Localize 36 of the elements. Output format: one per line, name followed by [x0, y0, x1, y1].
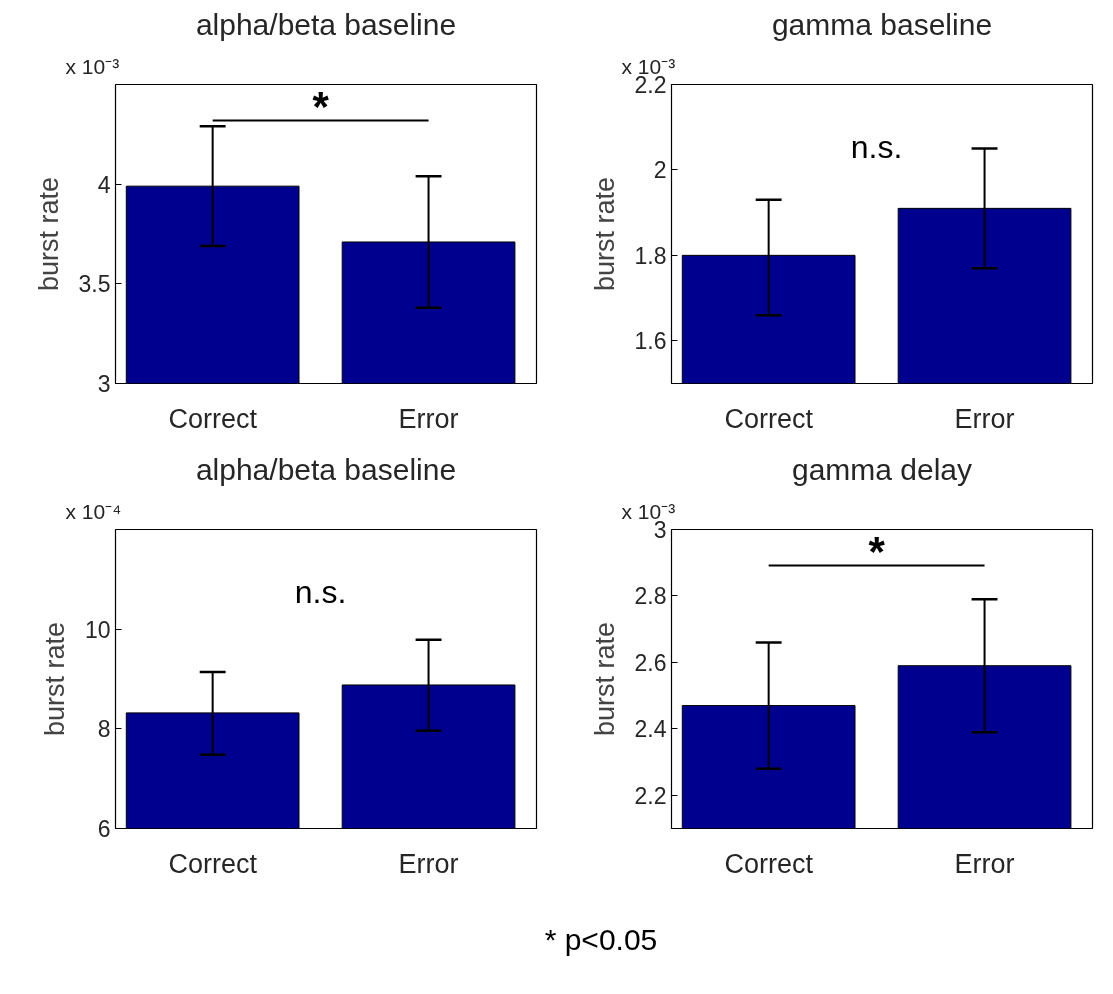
text: x 10⁻³ [65, 54, 120, 78]
y-tick-label: 3.5 [78, 271, 111, 298]
y-tick-label: 1.8 [634, 242, 667, 269]
annotation: n.s. [294, 573, 347, 610]
y-tick-label: 1.6 [634, 328, 667, 355]
text: * p<0.05 [544, 922, 658, 956]
y-tick-label: 8 [97, 716, 111, 743]
chart-title: gamma baseline [771, 7, 993, 41]
y-tick-label: 2.8 [634, 583, 667, 610]
x-tick-label: Error [398, 403, 459, 434]
y-axis-title: burst rate [33, 176, 64, 292]
y-tick-label: 3 [97, 371, 111, 397]
y-tick-label: 2 [653, 157, 667, 184]
annotation: * [868, 528, 886, 576]
annotation: * [312, 83, 330, 131]
x-tick-label: Correct [724, 848, 814, 879]
x-tick-label: Correct [168, 848, 258, 879]
y-axis-title: burst rate [589, 621, 620, 737]
y-tick-label: 2.4 [634, 716, 667, 743]
y-axis-title: burst rate [589, 176, 620, 292]
x-tick-label: Error [954, 848, 1015, 879]
y-tick-label: 2.2 [634, 782, 667, 809]
text: x 10⁻⁴ [65, 499, 122, 523]
annotation: n.s. [850, 128, 903, 165]
y-axis-title: burst rate [39, 621, 70, 737]
y-tick-label: 4 [97, 171, 111, 198]
chart-title: gamma delay [791, 452, 973, 486]
y-tick-label: 2.6 [634, 649, 667, 676]
chart-title: alpha/beta baseline [195, 452, 457, 486]
x-tick-label: Error [398, 848, 459, 879]
x-tick-label: Correct [724, 403, 814, 434]
chart-title: alpha/beta baseline [195, 7, 457, 41]
y-tick-label: 6 [97, 816, 111, 842]
x-tick-label: Error [954, 403, 1015, 434]
x-tick-label: Correct [168, 403, 258, 434]
y-tick-label: 10 [84, 616, 111, 643]
